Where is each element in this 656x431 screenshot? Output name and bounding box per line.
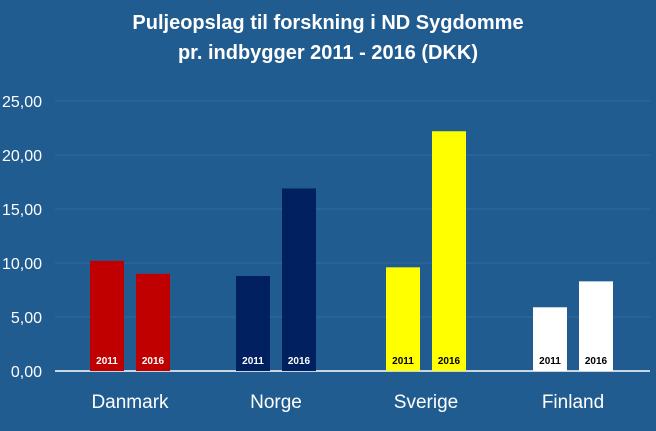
- x-tick-label: Finland: [542, 392, 604, 413]
- x-tick-label: Norge: [250, 392, 302, 413]
- bar-series-label: 2016: [288, 356, 311, 367]
- y-tick-label: 25,00: [2, 94, 42, 111]
- x-tick-label: Danmark: [91, 392, 169, 413]
- chart-title: Puljeopslag til forskning i ND Sygdomme …: [0, 8, 656, 68]
- bar-series-label: 2016: [142, 356, 165, 367]
- y-tick-label: 20,00: [2, 148, 42, 165]
- bar-norge-2011: [236, 275, 270, 371]
- bar-series-label: 2011: [539, 356, 561, 367]
- x-tick-label: Sverige: [394, 392, 458, 413]
- chart-title-line-1: Puljeopslag til forskning i ND Sygdomme: [132, 12, 524, 34]
- bar-danmark-2011: [90, 260, 124, 371]
- y-tick-label: 10,00: [2, 256, 42, 273]
- bar-danmark-2016: [136, 273, 170, 371]
- bar-sverige-2016: [432, 131, 466, 371]
- bar-norge-2016: [282, 188, 316, 371]
- y-tick-label: 0,00: [11, 364, 42, 381]
- y-tick-label: 15,00: [2, 202, 42, 219]
- bar-series-label: 2011: [96, 356, 118, 367]
- bar-sverige-2011: [386, 267, 420, 371]
- chart-title-line-2: pr. indbygger 2011 - 2016 (DKK): [177, 42, 479, 64]
- bar-series-label: 2016: [585, 356, 608, 367]
- y-tick-label: 5,00: [11, 310, 42, 327]
- bar-series-label: 2016: [438, 356, 461, 367]
- bar-series-label: 2011: [392, 356, 414, 367]
- bar-finland-2016: [579, 281, 613, 371]
- bar-finland-2011: [533, 307, 567, 371]
- bar-series-label: 2011: [242, 356, 264, 367]
